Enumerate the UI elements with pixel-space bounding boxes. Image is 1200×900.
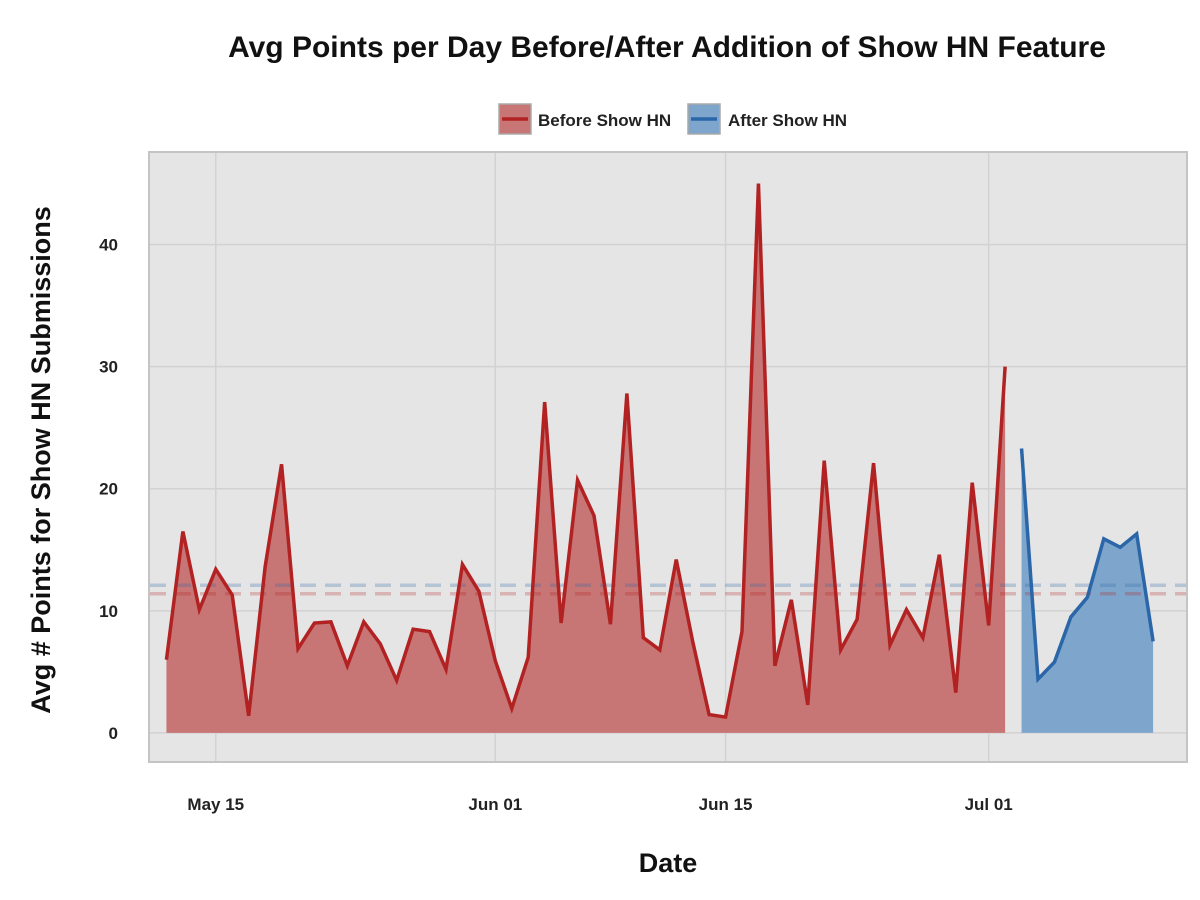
legend-item-before: Before Show HN bbox=[498, 103, 671, 135]
legend-label-after: After Show HN bbox=[728, 111, 847, 130]
x-axis-ticks: May 15 Jun 01 Jun 15 Jul 01 bbox=[187, 795, 1012, 814]
y-tick-label: 30 bbox=[99, 358, 118, 377]
y-axis-ticks: 0 10 20 30 40 bbox=[99, 236, 118, 743]
series-area-before bbox=[166, 183, 1006, 733]
series-line-after bbox=[1019, 448, 1155, 684]
legend-label-before: Before Show HN bbox=[538, 111, 671, 130]
x-tick-label: May 15 bbox=[187, 795, 244, 814]
y-axis-label: Avg # Points for Show HN Submissions bbox=[26, 206, 56, 714]
x-tick-label: Jun 01 bbox=[468, 795, 522, 814]
y-tick-label: 40 bbox=[99, 236, 118, 255]
chart-title: Avg Points per Day Before/After Addition… bbox=[228, 31, 1106, 64]
y-tick-label: 10 bbox=[99, 602, 118, 621]
legend: Before Show HN After Show HN bbox=[498, 103, 847, 135]
x-tick-label: Jul 01 bbox=[965, 795, 1013, 814]
series-areas bbox=[166, 183, 1154, 733]
x-tick-label: Jun 15 bbox=[699, 795, 753, 814]
series-line-before bbox=[164, 183, 1007, 720]
series-lines bbox=[164, 183, 1155, 720]
series-area-after bbox=[1021, 448, 1154, 733]
y-tick-label: 20 bbox=[99, 480, 118, 499]
y-tick-label: 0 bbox=[109, 724, 118, 743]
legend-item-after: After Show HN bbox=[687, 103, 847, 135]
mean-lines bbox=[150, 583, 1186, 596]
x-axis-label: Date bbox=[639, 848, 698, 878]
